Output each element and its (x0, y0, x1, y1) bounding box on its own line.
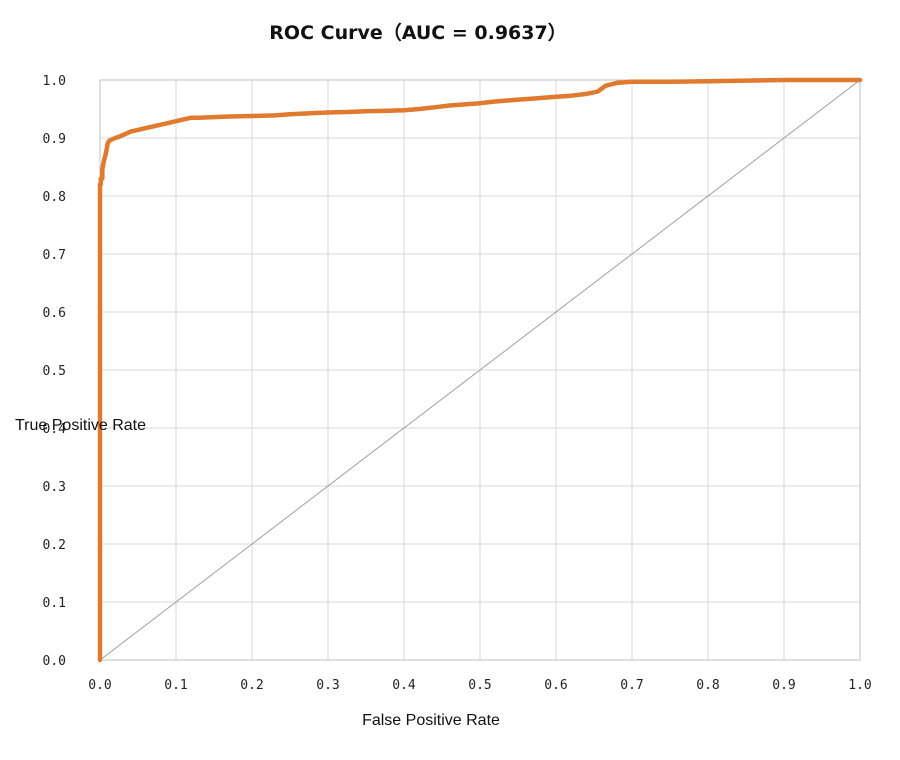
chart-title: ROC Curve（AUC = 0.9637） (269, 21, 566, 44)
roc-curve-line (97, 77, 863, 663)
series-layer (97, 77, 863, 663)
x-tick-label-5: 0.5 (468, 678, 491, 693)
x-tick-label-2: 0.2 (240, 678, 263, 693)
x-axis-label: False Positive Rate (362, 712, 500, 729)
y-tick-label-8: 0.8 (43, 190, 66, 205)
y-tick-label-10: 1.0 (43, 74, 66, 89)
x-tick-label-4: 0.4 (392, 678, 416, 693)
y-tick-label-4: 0.4 (43, 422, 67, 437)
x-tick-label-10: 1.0 (848, 678, 871, 693)
y-tick-label-0: 0.0 (43, 654, 66, 669)
y-axis-label: True Positive Rate (15, 417, 146, 434)
y-tick-label-5: 0.5 (43, 364, 66, 379)
y-tick-label-7: 0.7 (43, 248, 66, 263)
y-tick-label-1: 0.1 (43, 596, 66, 611)
x-tick-label-9: 0.9 (772, 678, 795, 693)
x-tick-label-7: 0.7 (620, 678, 643, 693)
diagonal-reference-line (99, 79, 861, 661)
y-tick-label-3: 0.3 (43, 480, 66, 495)
x-tick-label-1: 0.1 (164, 678, 187, 693)
y-tick-label-2: 0.2 (43, 538, 66, 553)
y-tick-label-9: 0.9 (43, 132, 66, 147)
y-axis-ticks: 0.0 0.1 0.2 0.3 0.4 0.5 0.6 0.7 0.8 0.9 1.0 (43, 74, 67, 669)
x-tick-label-6: 0.6 (544, 678, 567, 693)
x-axis-ticks: 0.0 0.1 0.2 0.3 0.4 0.5 0.6 0.7 0.8 0.9 1.0 (88, 678, 871, 693)
x-tick-label-8: 0.8 (696, 678, 719, 693)
y-tick-label-6: 0.6 (43, 306, 66, 321)
x-tick-label-3: 0.3 (316, 678, 339, 693)
x-tick-label-0: 0.0 (88, 678, 111, 693)
